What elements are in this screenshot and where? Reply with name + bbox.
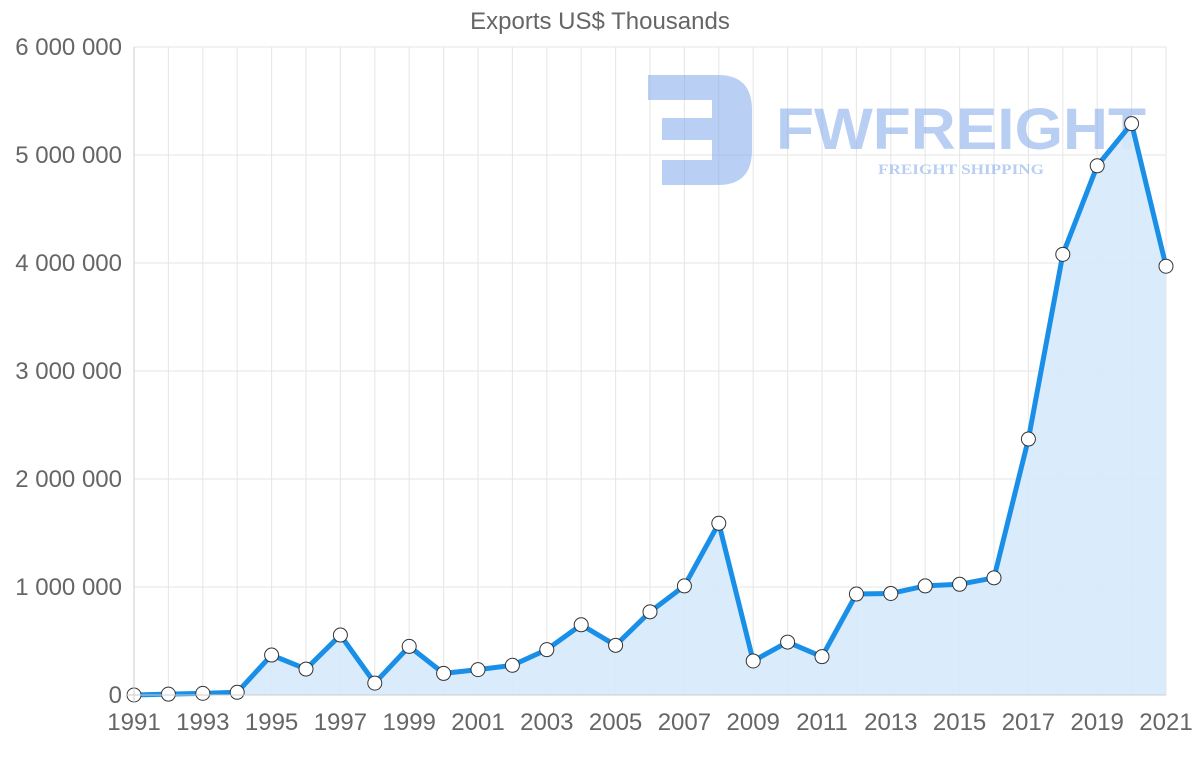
data-point (848, 586, 864, 602)
y-tick-label: 6 000 000 (15, 34, 122, 61)
axes (126, 47, 1166, 703)
x-tick-label: 2019 (1071, 709, 1124, 736)
y-tick-label: 0 (109, 682, 122, 709)
data-point (367, 675, 383, 691)
data-point (642, 604, 658, 620)
watermark-logo: FWFREIGHT FREIGHT SHIPPING (648, 75, 1146, 185)
data-point (780, 634, 796, 650)
x-tick-label: 2015 (933, 709, 986, 736)
data-point (1020, 431, 1036, 447)
y-tick-label: 5 000 000 (15, 142, 122, 169)
data-point (986, 570, 1002, 586)
data-point (883, 585, 899, 601)
data-point (470, 662, 486, 678)
data-point (917, 578, 933, 594)
data-point (195, 685, 211, 701)
data-point (1055, 246, 1071, 262)
data-point (539, 642, 555, 658)
data-point (298, 661, 314, 677)
logo-mark-icon (648, 75, 752, 185)
x-tick-label: 2013 (864, 709, 917, 736)
x-tick-label: 1995 (245, 709, 298, 736)
data-points (126, 116, 1174, 703)
data-point (401, 638, 417, 654)
x-tick-label: 2005 (589, 709, 642, 736)
data-point (504, 657, 520, 673)
x-tick-label: 2011 (796, 709, 848, 736)
data-point (573, 617, 589, 633)
x-tick-label: 1999 (383, 709, 436, 736)
data-point (332, 627, 348, 643)
x-tick-label: 1991 (107, 709, 160, 736)
x-tick-label: 2017 (1002, 709, 1055, 736)
data-point (1158, 258, 1174, 274)
x-tick-label: 2021 (1139, 709, 1192, 736)
y-axis-labels: 0 1 000 000 2 000 000 3 000 000 4 000 000 5 0… (15, 34, 122, 709)
y-tick-label: 2 000 000 (15, 466, 122, 493)
data-point (745, 653, 761, 669)
data-point (160, 686, 176, 702)
data-point (436, 665, 452, 681)
y-tick-label: 3 000 000 (15, 358, 122, 385)
area-fill (134, 123, 1166, 696)
x-tick-label: 2001 (451, 709, 504, 736)
x-tick-label: 2007 (658, 709, 711, 736)
data-point (952, 576, 968, 592)
data-point (264, 647, 280, 663)
data-point (814, 649, 830, 665)
data-point (1124, 116, 1140, 132)
chart-title: Exports US$ Thousands (470, 8, 730, 35)
data-point (711, 515, 727, 531)
data-point (676, 578, 692, 594)
x-tick-label: 1997 (314, 709, 367, 736)
x-tick-label: 2009 (727, 709, 780, 736)
data-point (1089, 158, 1105, 174)
x-tick-label: 2003 (520, 709, 573, 736)
x-axis-labels: 1991 1993 1995 1997 1999 2001 2003 2005 2007 2009… (107, 709, 1192, 736)
watermark-tagline: FREIGHT SHIPPING (878, 162, 1044, 178)
data-point (608, 637, 624, 653)
data-point (229, 684, 245, 700)
y-tick-label: 1 000 000 (15, 574, 122, 601)
y-tick-label: 4 000 000 (15, 250, 122, 277)
watermark-brand: FWFREIGHT (776, 97, 1146, 162)
x-tick-label: 1993 (176, 709, 229, 736)
